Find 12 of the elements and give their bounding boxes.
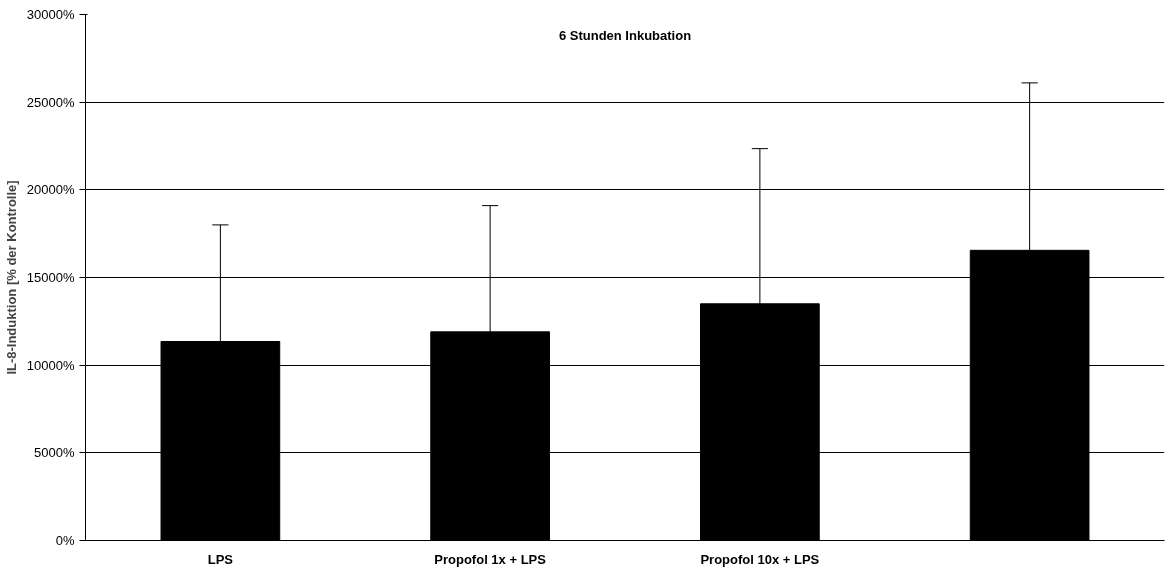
x-tick-label: Propofol 1x + LPS	[434, 551, 547, 567]
text: 6 Stunden Inkubation	[558, 27, 692, 43]
y-tick-label: 0%	[55, 533, 75, 548]
y-tick-label: 5000%	[34, 445, 75, 461]
y-tick-label: 10000%	[26, 357, 75, 373]
y-tick-label: 30000%	[26, 7, 75, 22]
x-tick-label: LPS	[207, 551, 234, 567]
y-tick-label: 25000%	[26, 94, 75, 110]
y-axis-title: IL-8-Induktion [% der Kontrolle]	[3, 180, 19, 375]
y-tick-label: 15000%	[26, 270, 75, 285]
y-tick-label: 20000%	[26, 182, 75, 198]
x-tick-label: Propofol 10x + LPS	[700, 551, 820, 567]
